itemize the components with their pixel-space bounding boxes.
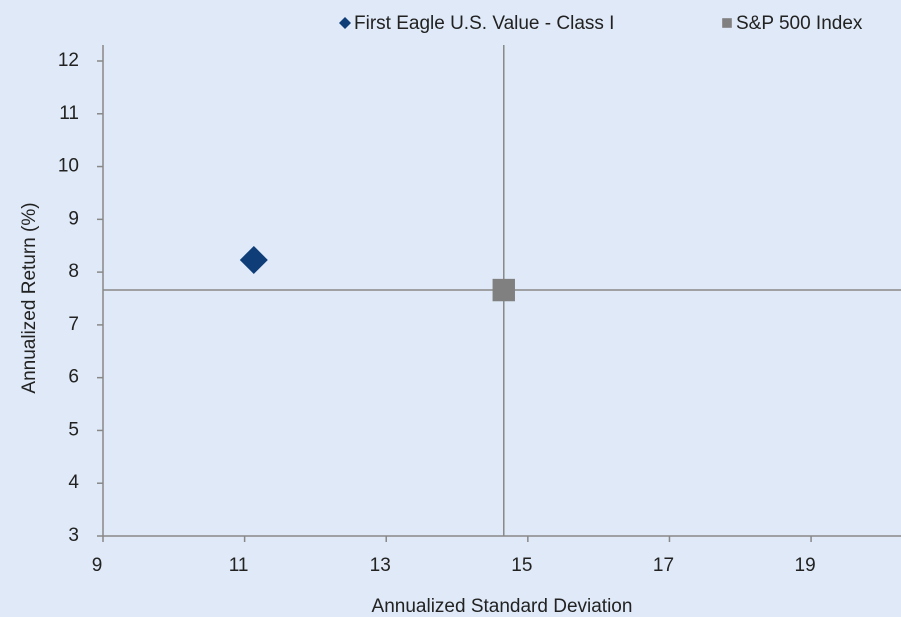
x-tick-label: 9	[92, 555, 103, 576]
x-tick-label: 17	[653, 555, 674, 576]
y-axis-label: Annualized Return (%)	[19, 202, 40, 393]
y-tick-label: 7	[68, 314, 79, 335]
point	[492, 278, 515, 302]
x-tick-label: 13	[370, 555, 391, 576]
y-tick-label: 11	[59, 103, 79, 124]
y-tick-label: 10	[58, 156, 79, 177]
y-tick-label: 12	[58, 50, 79, 71]
y-tick-label: 9	[68, 208, 79, 229]
y-tick-label: 6	[68, 367, 79, 388]
x-tick-label: 19	[795, 555, 816, 576]
y-tick-label: 3	[68, 525, 79, 546]
legend-marker	[722, 18, 732, 28]
legend-label: First Eagle U.S. Value - Class I	[354, 13, 614, 34]
point	[239, 245, 268, 274]
x-tick-label: 15	[511, 555, 532, 576]
y-tick-label: 4	[68, 472, 79, 493]
legend-label: S&P 500 Index	[736, 13, 863, 34]
x-tick-label: 11	[229, 555, 249, 576]
x-axis-label: Annualized Standard Deviation	[372, 596, 633, 617]
y-tick-label: 8	[68, 261, 79, 282]
legend-marker	[339, 17, 351, 29]
y-tick-label: 5	[68, 419, 79, 440]
